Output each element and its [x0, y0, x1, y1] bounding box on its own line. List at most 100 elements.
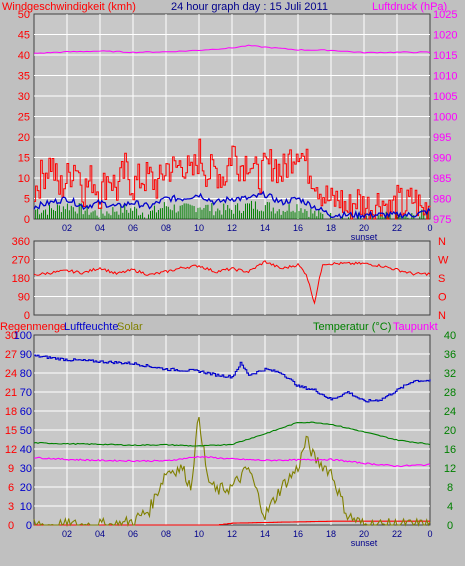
rain-y-tick-label: 27 — [5, 349, 17, 361]
wind-y-tick-label: 50 — [18, 9, 30, 21]
humidity-y-tick-label: 60 — [20, 406, 32, 418]
pressure-line — [33, 44, 431, 54]
x-tick-label: 18 — [326, 223, 336, 233]
humidity-y-tick-label: 80 — [20, 368, 32, 380]
compass-tick-label: N — [438, 310, 446, 322]
pressure-y-tick-label: 980 — [433, 194, 451, 206]
humidity-y-tick-label: 70 — [20, 387, 32, 399]
pressure-y-tick-label: 995 — [433, 132, 451, 144]
x-tick-label: 0 — [427, 223, 432, 233]
wind-y-tick-label: 10 — [18, 173, 30, 185]
temperature-y-tick-label: 0 — [447, 520, 453, 532]
x-tick-label: 14 — [260, 223, 270, 233]
temperature-y-tick-label: 16 — [444, 444, 456, 456]
direction-y-tick-label: 90 — [18, 292, 30, 304]
pressure-y-tick-label: 1020 — [433, 30, 457, 42]
climate-series — [33, 354, 431, 528]
x-tick-label: 06 — [128, 529, 138, 539]
humidity-y-tick-label: 0 — [26, 520, 32, 532]
wind-gust-line — [34, 138, 431, 220]
pressure-axis-ticks: 1025 1020 1015 1010 1005 1000 995 990 985 980 975 — [433, 9, 457, 226]
x-tick-label: 10 — [194, 529, 204, 539]
solar-axis-title: Solar — [117, 321, 143, 333]
wind-y-tick-label: 45 — [18, 30, 30, 42]
direction-y-tick-label: 0 — [24, 310, 30, 322]
x-tick-label: 12 — [227, 223, 237, 233]
x-tick-label: 16 — [293, 223, 303, 233]
x-tick-label: 02 — [62, 223, 72, 233]
x-tick-label: 10 — [194, 223, 204, 233]
direction-y-tick-label: 270 — [12, 255, 30, 267]
wind-x-axis: 02 04 06 08 10 12 14 16 18 20 22 0 sunset — [62, 223, 433, 242]
compass-tick-label: W — [438, 255, 449, 267]
rain-y-tick-label: 15 — [5, 425, 17, 437]
direction-axis-ticks: 360 270 180 90 0 — [12, 236, 30, 322]
sunset-label: sunset — [351, 232, 378, 242]
pressure-y-tick-label: 1005 — [433, 91, 457, 103]
rain-y-tick-label: 24 — [5, 368, 17, 380]
x-tick-label: 04 — [95, 529, 105, 539]
direction-y-tick-label: 180 — [12, 273, 30, 285]
rain-y-tick-label: 21 — [5, 387, 17, 399]
rain-y-tick-label: 9 — [8, 463, 14, 475]
temperature-y-tick-label: 12 — [444, 463, 456, 475]
series-line-temperatur-c — [33, 421, 431, 447]
wind-y-tick-label: 35 — [18, 71, 30, 83]
direction-grid — [34, 241, 430, 315]
rain-y-tick-label: 3 — [8, 501, 14, 513]
temperature-y-tick-label: 4 — [447, 501, 453, 513]
temperature-y-tick-label: 20 — [444, 425, 456, 437]
x-tick-label: 08 — [161, 223, 171, 233]
wind-y-tick-label: 15 — [18, 153, 30, 165]
dewpoint-axis-title: Taupunkt — [393, 321, 438, 333]
pressure-y-tick-label: 1010 — [433, 71, 457, 83]
x-tick-label: 04 — [95, 223, 105, 233]
series-line-taupunkt — [33, 455, 431, 468]
x-tick-label: 22 — [392, 223, 402, 233]
pressure-y-tick-label: 1015 — [433, 50, 457, 62]
x-tick-label: 12 — [227, 529, 237, 539]
humidity-y-tick-label: 90 — [20, 349, 32, 361]
rain-axis-title: Regenmenge — [0, 321, 66, 333]
humidity-y-tick-label: 40 — [20, 444, 32, 456]
temperature-y-tick-label: 24 — [444, 406, 456, 418]
temperature-y-tick-label: 8 — [447, 482, 453, 494]
pressure-y-tick-label: 1000 — [433, 112, 457, 124]
x-tick-label: 14 — [260, 529, 270, 539]
rain-y-tick-label: 12 — [5, 444, 17, 456]
x-tick-label: 0 — [427, 529, 432, 539]
wind-y-tick-label: 25 — [18, 112, 30, 124]
wind-y-tick-label: 5 — [24, 194, 30, 206]
compass-tick-label: N — [438, 236, 446, 248]
temperature-y-tick-label: 28 — [444, 387, 456, 399]
humidity-y-tick-label: 30 — [20, 463, 32, 475]
temperature-y-tick-label: 40 — [444, 330, 456, 342]
pressure-y-tick-label: 975 — [433, 214, 451, 226]
climate-x-axis: 02 04 06 08 10 12 14 16 18 20 22 0 sunset — [62, 529, 433, 548]
wind-axis-title: Windgeschwindigkeit (kmh) — [2, 1, 136, 13]
direction-y-tick-label: 360 — [12, 236, 30, 248]
wind-y-tick-label: 40 — [18, 50, 30, 62]
humidity-y-tick-label: 10 — [20, 501, 32, 513]
rain-y-tick-label: 30 — [5, 330, 17, 342]
compass-tick-label: S — [438, 273, 445, 285]
x-tick-label: 18 — [326, 529, 336, 539]
climate-grid — [34, 335, 430, 525]
pressure-y-tick-label: 1025 — [433, 9, 457, 21]
pressure-y-tick-label: 985 — [433, 173, 451, 185]
rain-y-tick-label: 18 — [5, 406, 17, 418]
wind-y-tick-label: 0 — [24, 214, 30, 226]
wind-y-tick-label: 30 — [18, 91, 30, 103]
wind-average-line — [33, 190, 431, 220]
x-tick-label: 02 — [62, 529, 72, 539]
series-line-solar — [33, 416, 431, 528]
rain-y-tick-label: 0 — [8, 520, 14, 532]
